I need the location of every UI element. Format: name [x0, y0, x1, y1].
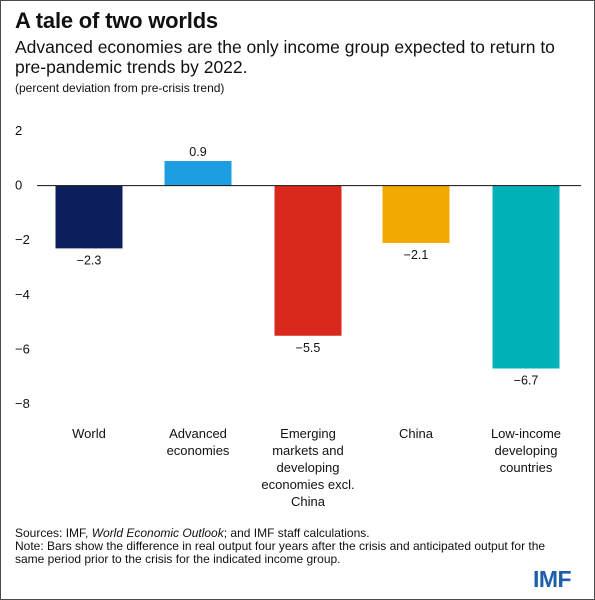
- chart-title: A tale of two worlds: [15, 8, 218, 33]
- y-tick-label: −6: [15, 341, 30, 356]
- bar-value-label: −6.7: [514, 374, 539, 388]
- sources-line: Sources: IMF, World Economic Outlook; an…: [15, 527, 575, 540]
- x-category-label: Low-income developing countries: [490, 426, 562, 475]
- y-tick-label: −4: [15, 287, 30, 302]
- sources-publication: World Economic Outlook: [91, 526, 224, 540]
- bar: [274, 185, 342, 336]
- y-tick-label: 2: [15, 123, 22, 138]
- bar-value-label: −2.1: [404, 248, 429, 262]
- sources-suffix: ; and IMF staff calculations.: [223, 526, 370, 540]
- bar: [492, 185, 560, 369]
- chart-subtitle: Advanced economies are the only income g…: [15, 37, 555, 77]
- y-tick-label: 0: [15, 178, 22, 193]
- x-category-label: World: [72, 426, 106, 441]
- y-tick-label: −8: [15, 396, 30, 411]
- bar: [164, 161, 232, 186]
- bar-chart: 2 0 −2 −4 −6 −8 −2.3 0.9 −5.5 −2.1 −6.7: [15, 123, 581, 411]
- bar-value-label: −5.5: [296, 341, 321, 355]
- note-line: Note: Bars show the difference in real o…: [15, 539, 546, 566]
- x-category-label: Emerging markets and developing economies e…: [261, 426, 355, 509]
- bar-value-label: 0.9: [189, 145, 206, 159]
- y-tick-label: −2: [15, 232, 30, 247]
- unit-note: (percent deviation from pre-crisis trend…: [15, 81, 225, 95]
- x-category-label: China: [399, 426, 433, 441]
- bar-value-label: −2.3: [77, 253, 102, 267]
- imf-logo: IMF: [533, 566, 572, 592]
- bar: [382, 185, 450, 243]
- sources-note: Sources: IMF, World Economic Outlook; an…: [15, 527, 575, 566]
- sources-prefix: Sources: IMF,: [15, 526, 92, 540]
- bar: [55, 185, 123, 249]
- x-category-label: Advanced economies: [166, 426, 230, 458]
